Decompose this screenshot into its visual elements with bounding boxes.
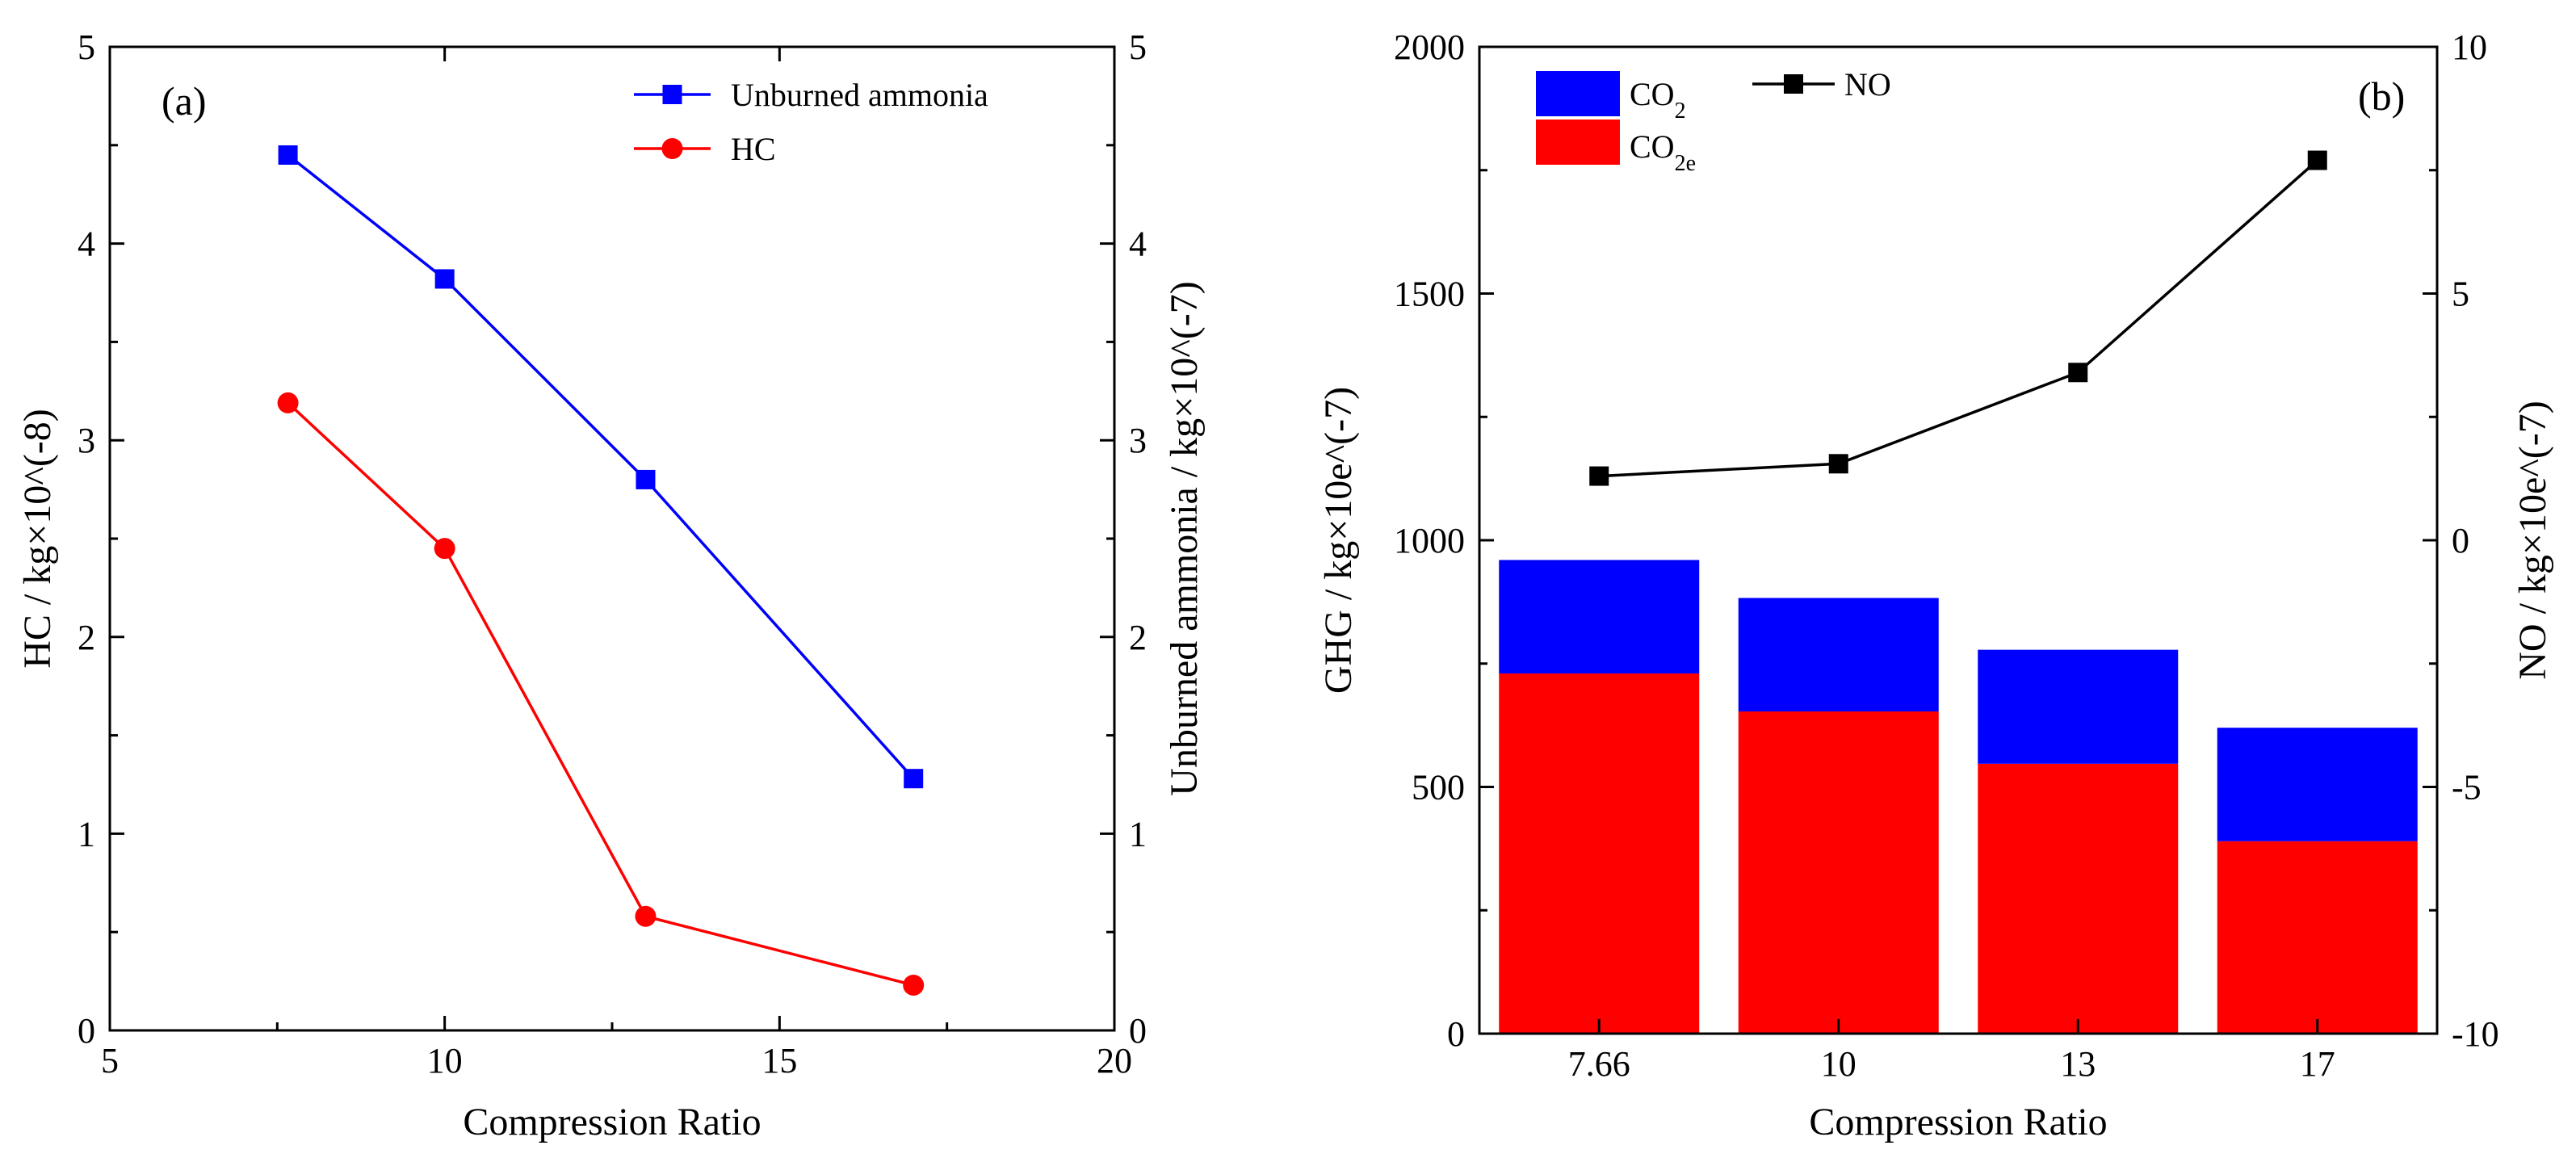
x-tick-label-a: 20 (1097, 1041, 1132, 1080)
y-tick-label-right-a: 5 (1129, 27, 1147, 67)
x-axis-label-a: Compression Ratio (463, 1101, 761, 1143)
x-tick-label-a: 10 (427, 1041, 463, 1080)
y-tick-label-left-a: 1 (78, 814, 95, 854)
y-tick-label-left-b: 500 (1412, 768, 1465, 808)
x-axis-label-b: Compression Ratio (1809, 1101, 2107, 1143)
x-tick-label-b: 13 (2060, 1044, 2096, 1084)
bar-co2 (1499, 560, 1700, 673)
data-point-unburned-ammonia (636, 469, 656, 489)
data-point-unburned-ammonia (434, 269, 455, 289)
y-axis-label-left-a: HC / kg×10^(-8) (16, 409, 59, 669)
data-point-no (2068, 363, 2088, 383)
y-tick-label-left-a: 4 (78, 224, 95, 264)
data-point-no (1589, 466, 1609, 486)
legend-swatch-co2 (1536, 71, 1620, 116)
x-tick-label-a: 15 (761, 1041, 797, 1080)
bar-co2e (2217, 841, 2418, 1034)
data-point-unburned-ammonia (904, 769, 924, 789)
legend-marker-a (661, 138, 683, 159)
y-tick-label-left-b: 1500 (1394, 275, 1465, 314)
data-point-no (2307, 150, 2327, 170)
y-tick-label-right-a: 2 (1129, 618, 1147, 657)
y-tick-label-left-a: 0 (78, 1011, 95, 1051)
y-tick-label-left-a: 2 (78, 618, 95, 657)
y-tick-label-right-a: 4 (1129, 224, 1147, 264)
bar-co2e (1738, 711, 1939, 1034)
data-point-hc (635, 905, 657, 927)
legend-label-co2: CO2 (1630, 76, 1686, 124)
panel-label-a: (a) (162, 78, 207, 124)
y-tick-label-right-a: 1 (1129, 814, 1147, 854)
legend-label-a: HC (731, 131, 776, 167)
y-tick-label-left-b: 0 (1447, 1014, 1465, 1054)
data-point-hc (903, 974, 925, 996)
x-tick-label-b: 10 (1821, 1044, 1856, 1084)
bar-co2 (2217, 728, 2418, 841)
y-tick-label-right-b: -5 (2452, 768, 2482, 808)
data-point-hc (434, 538, 455, 560)
legend-label-no: NO (1844, 66, 1891, 103)
legend-marker-no (1784, 74, 1803, 94)
y-tick-label-left-b: 2000 (1394, 27, 1465, 67)
x-tick-label-b: 17 (2300, 1044, 2335, 1084)
y-tick-label-left-a: 5 (78, 27, 95, 67)
legend-swatch-co2e (1536, 120, 1620, 165)
y-tick-label-right-a: 0 (1129, 1011, 1147, 1051)
bar-co2 (1978, 649, 2179, 764)
y-axis-label-right-b: NO / kg×10e^(-7) (2511, 401, 2554, 680)
legend-label-co2e: CO2e (1630, 128, 1696, 176)
y-axis-label-right-a: Unburned ammonia / kg×10^(-7) (1163, 281, 1206, 795)
data-point-unburned-ammonia (278, 145, 298, 165)
series-line-unburned-ammonia (287, 153, 915, 780)
y-tick-label-right-b: 10 (2452, 27, 2487, 67)
y-tick-label-left-b: 1000 (1394, 521, 1465, 560)
plot-frame-a (108, 45, 1116, 1032)
data-point-no (1828, 454, 1848, 474)
data-point-hc (277, 392, 299, 413)
y-axis-label-left-b: GHG / kg×10e^(-7) (1317, 387, 1360, 694)
y-tick-label-left-a: 3 (78, 421, 95, 460)
bar-co2 (1738, 598, 1939, 712)
legend-marker-a (662, 85, 682, 104)
legend-label-a: Unburned ammonia (731, 77, 988, 113)
bar-co2e (1499, 673, 1700, 1034)
bar-co2e (1978, 763, 2179, 1034)
x-tick-label-a: 5 (101, 1041, 119, 1080)
y-tick-label-right-b: -10 (2452, 1014, 2499, 1054)
y-tick-label-right-a: 3 (1129, 421, 1147, 460)
x-tick-label-b: 7.66 (1568, 1044, 1630, 1084)
series-line-hc (287, 401, 914, 987)
panel-label-b: (b) (2358, 73, 2405, 119)
y-tick-label-right-b: 5 (2452, 275, 2469, 314)
y-tick-label-right-b: 0 (2452, 521, 2469, 560)
series-line-no (1599, 159, 2318, 478)
